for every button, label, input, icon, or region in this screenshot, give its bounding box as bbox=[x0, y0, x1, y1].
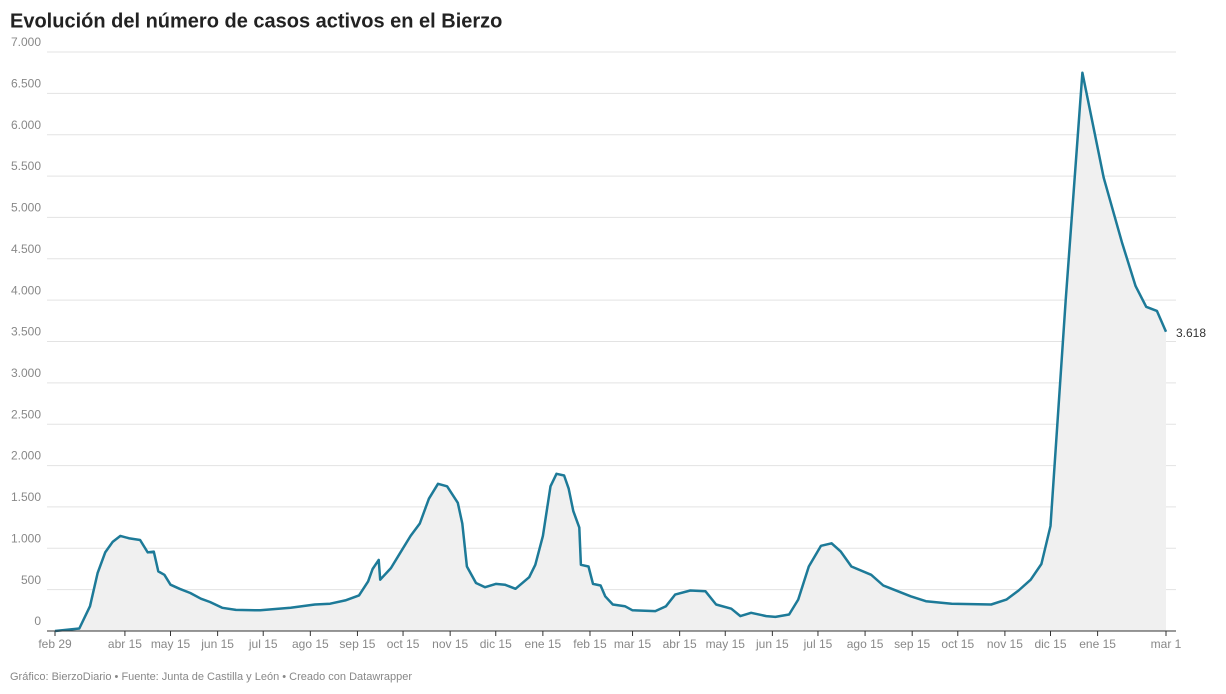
x-tick-label: feb 15 bbox=[573, 637, 607, 651]
x-tick-label: jul 15 bbox=[248, 637, 278, 651]
x-tick-label: feb 29 bbox=[38, 637, 72, 651]
y-tick-label: 4.000 bbox=[11, 283, 41, 297]
x-tick-label: ene 15 bbox=[1079, 637, 1116, 651]
y-tick-label: 3.500 bbox=[11, 325, 41, 339]
x-tick-label: mar 1 bbox=[1151, 637, 1182, 651]
y-tick-label: 2.000 bbox=[11, 449, 41, 463]
x-tick-label: abr 15 bbox=[108, 637, 142, 651]
y-tick-label: 7.000 bbox=[11, 35, 41, 49]
y-tick-label: 1.500 bbox=[11, 490, 41, 504]
x-tick-label: mar 15 bbox=[614, 637, 652, 651]
y-tick-label: 3.000 bbox=[11, 366, 41, 380]
x-tick-label: sep 15 bbox=[894, 637, 930, 651]
x-tick-label: oct 15 bbox=[387, 637, 420, 651]
x-tick-label: may 15 bbox=[706, 637, 746, 651]
y-tick-label: 5.500 bbox=[11, 159, 41, 173]
y-tick-label: 500 bbox=[21, 573, 41, 587]
x-tick-label: jun 15 bbox=[200, 637, 234, 651]
x-tick-label: abr 15 bbox=[663, 637, 697, 651]
chart-title: Evolución del número de casos activos en… bbox=[10, 10, 502, 32]
x-tick-label: dic 15 bbox=[480, 637, 512, 651]
y-tick-label: 4.500 bbox=[11, 242, 41, 256]
line bbox=[54, 71, 1168, 633]
x-tick-label: jul 15 bbox=[803, 637, 833, 651]
y-tick-label: 1.000 bbox=[11, 531, 41, 545]
x-tick-label: dic 15 bbox=[1034, 637, 1066, 651]
x-tick-label: may 15 bbox=[151, 637, 191, 651]
y-tick-label: 2.500 bbox=[11, 407, 41, 421]
y-tick-label: 0 bbox=[34, 614, 41, 628]
x-tick-label: nov 15 bbox=[432, 637, 468, 651]
x-tick-label: oct 15 bbox=[941, 637, 974, 651]
x-tick-label: jun 15 bbox=[755, 637, 789, 651]
x-tick-label: ene 15 bbox=[525, 637, 562, 651]
y-tick-label: 6.500 bbox=[11, 77, 41, 91]
y-tick-label: 6.000 bbox=[11, 118, 41, 132]
x-tick-label: ago 15 bbox=[292, 637, 329, 651]
x-tick-label: sep 15 bbox=[339, 637, 375, 651]
value-label: 3.618 bbox=[1176, 326, 1206, 340]
area bbox=[55, 72, 1166, 631]
y-tick-label: 5.000 bbox=[11, 201, 41, 215]
x-tick-label: nov 15 bbox=[987, 637, 1023, 651]
source-note: Gráfico: BierzoDiario • Fuente: Junta de… bbox=[10, 671, 412, 683]
x-tick-label: ago 15 bbox=[847, 637, 884, 651]
